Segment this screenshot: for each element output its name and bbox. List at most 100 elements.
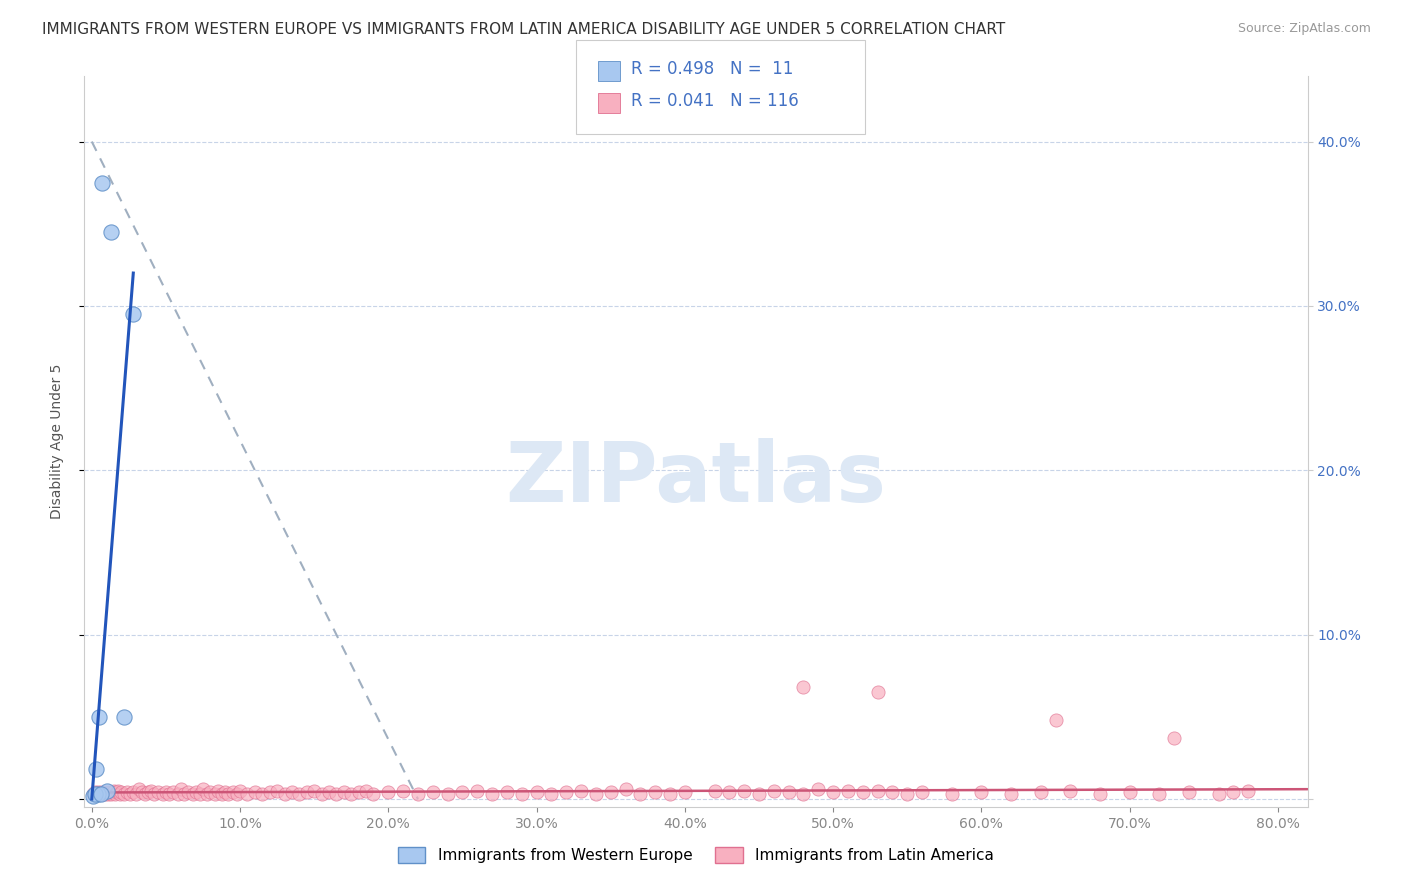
- Point: [108, 787, 131, 801]
- Point: [510, 787, 533, 801]
- Point: [1237, 784, 1260, 798]
- Legend: Immigrants from Western Europe, Immigrants from Latin America: Immigrants from Western Europe, Immigran…: [392, 841, 1000, 869]
- Point: [852, 785, 875, 799]
- Point: [311, 787, 333, 801]
- Point: [91, 176, 114, 190]
- Point: [90, 787, 112, 801]
- Point: [243, 785, 266, 799]
- Point: [94, 787, 117, 801]
- Point: [259, 785, 281, 799]
- Point: [896, 787, 918, 801]
- Point: [100, 787, 122, 801]
- Point: [139, 784, 162, 798]
- Point: [93, 785, 115, 799]
- Point: [110, 785, 132, 799]
- Point: [1045, 713, 1067, 727]
- Point: [173, 787, 195, 801]
- Point: [302, 784, 325, 798]
- Point: [792, 680, 814, 694]
- Text: R = 0.041   N = 116: R = 0.041 N = 116: [631, 92, 799, 110]
- Point: [96, 784, 118, 798]
- Point: [273, 787, 295, 801]
- Point: [422, 785, 444, 799]
- Point: [970, 785, 993, 799]
- Point: [181, 787, 204, 801]
- Point: [197, 787, 219, 801]
- Point: [1088, 787, 1111, 801]
- Point: [555, 785, 578, 799]
- Point: [347, 785, 370, 799]
- Point: [778, 785, 800, 799]
- Point: [170, 782, 193, 797]
- Point: [122, 307, 145, 321]
- Point: [340, 787, 363, 801]
- Point: [207, 784, 229, 798]
- Point: [184, 785, 207, 799]
- Point: [377, 785, 399, 799]
- Point: [333, 785, 356, 799]
- Point: [166, 787, 188, 801]
- Point: [131, 785, 153, 799]
- Point: [718, 785, 741, 799]
- Point: [221, 785, 243, 799]
- Point: [318, 785, 340, 799]
- Point: [226, 787, 249, 801]
- Point: [134, 787, 156, 801]
- Point: [100, 225, 122, 239]
- Point: [266, 784, 288, 798]
- Text: IMMIGRANTS FROM WESTERN EUROPE VS IMMIGRANTS FROM LATIN AMERICA DISABILITY AGE U: IMMIGRANTS FROM WESTERN EUROPE VS IMMIGR…: [42, 22, 1005, 37]
- Point: [83, 787, 105, 801]
- Point: [673, 785, 696, 799]
- Point: [214, 785, 236, 799]
- Point: [91, 787, 114, 801]
- Point: [155, 785, 177, 799]
- Point: [217, 787, 239, 801]
- Point: [1029, 785, 1052, 799]
- Point: [162, 785, 184, 799]
- Point: [112, 710, 135, 724]
- Point: [866, 685, 889, 699]
- Point: [117, 785, 139, 799]
- Point: [526, 785, 548, 799]
- Point: [97, 787, 120, 801]
- Point: [1222, 785, 1244, 799]
- Point: [105, 785, 128, 799]
- Point: [1118, 785, 1140, 799]
- Point: [86, 785, 108, 799]
- Point: [188, 787, 211, 801]
- Point: [125, 787, 148, 801]
- Point: [82, 787, 104, 801]
- Point: [252, 787, 274, 801]
- Point: [98, 785, 121, 799]
- Point: [644, 785, 666, 799]
- Point: [136, 785, 159, 799]
- Point: [823, 785, 845, 799]
- Point: [120, 787, 142, 801]
- Point: [152, 787, 174, 801]
- Point: [103, 784, 125, 798]
- Point: [792, 787, 814, 801]
- Point: [191, 782, 214, 797]
- Point: [837, 784, 859, 798]
- Point: [229, 784, 252, 798]
- Point: [96, 785, 118, 799]
- Point: [481, 787, 503, 801]
- Point: [236, 787, 259, 801]
- Point: [436, 787, 458, 801]
- Point: [288, 787, 311, 801]
- Point: [1059, 784, 1081, 798]
- Point: [540, 787, 562, 801]
- Point: [733, 784, 755, 798]
- Point: [148, 785, 170, 799]
- Point: [866, 784, 889, 798]
- Point: [200, 785, 222, 799]
- Point: [90, 785, 112, 799]
- Point: [1149, 787, 1171, 801]
- Point: [451, 785, 474, 799]
- Point: [143, 787, 166, 801]
- Point: [89, 787, 111, 801]
- Point: [281, 785, 304, 799]
- Point: [354, 784, 377, 798]
- Point: [1178, 785, 1201, 799]
- Point: [762, 784, 785, 798]
